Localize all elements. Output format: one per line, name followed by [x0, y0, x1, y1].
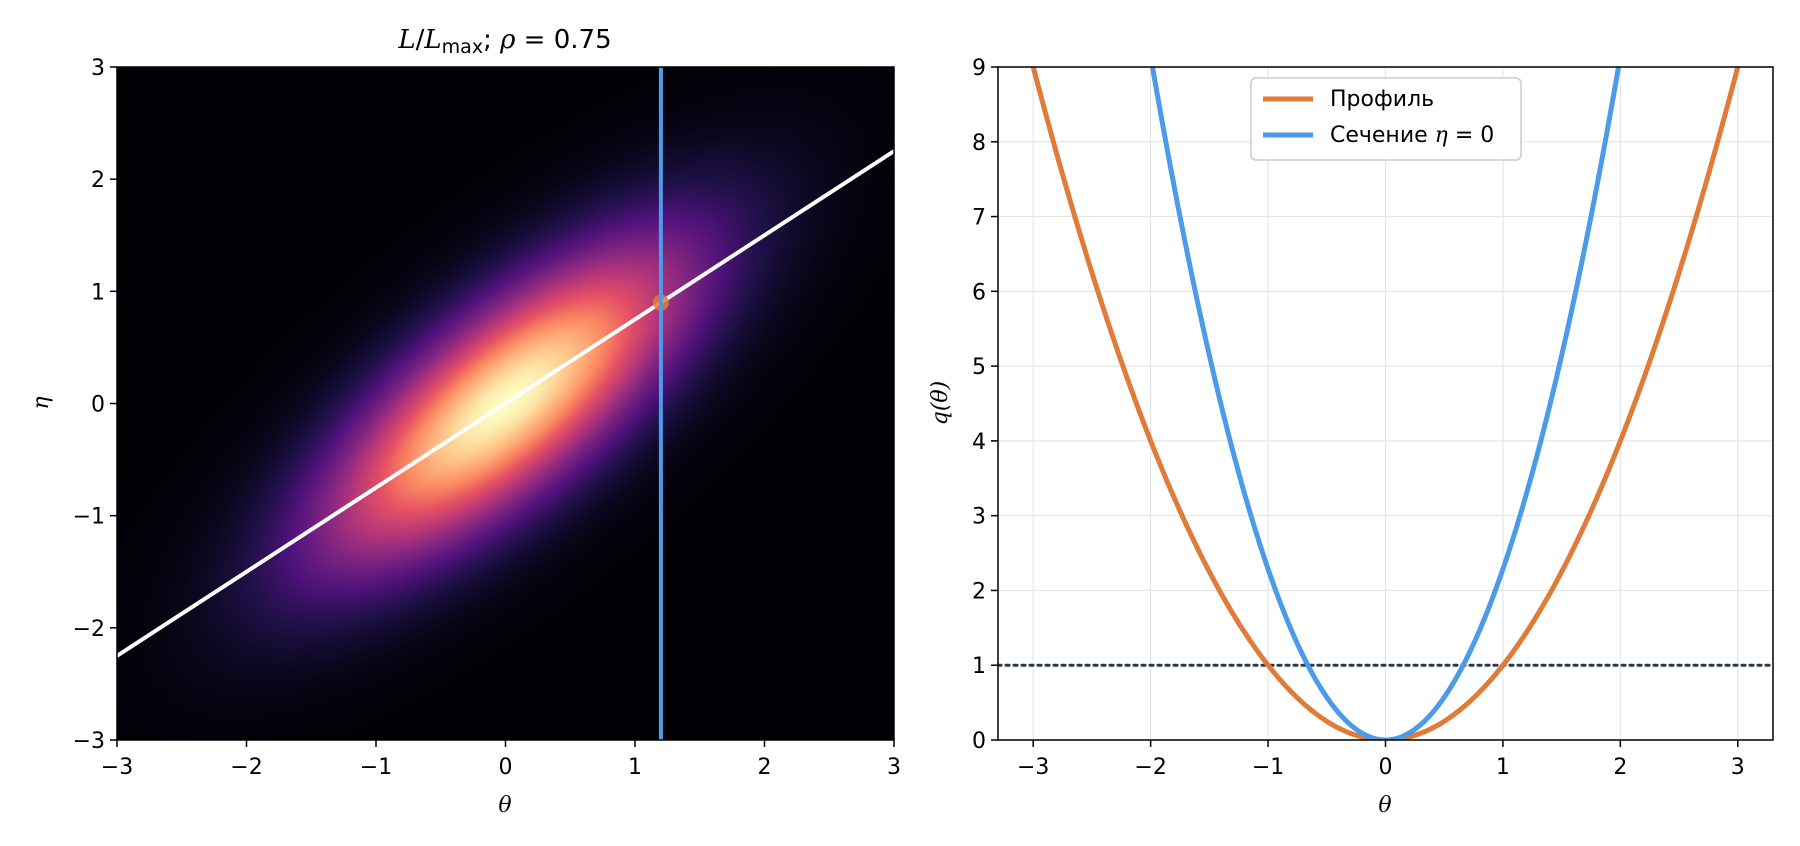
left-x-tick-label: 0 [499, 755, 513, 780]
right-y-tick-label: 9 [972, 56, 986, 81]
left-y-label: η [29, 396, 54, 409]
right-x-tick-label: 3 [1731, 755, 1745, 780]
legend: Профиль Сечение η = 0 [1250, 77, 1522, 161]
left-y-tick-label: 1 [91, 280, 105, 305]
right-y-tick-label: 2 [972, 579, 986, 604]
legend-label-profile: Профиль [1330, 87, 1434, 112]
right-y-tick-label: 8 [972, 131, 986, 156]
left-y-ticks: −3 −2 −1 0 1 2 3 [73, 56, 117, 754]
right-x-tick-label: 2 [1613, 755, 1627, 780]
left-y-tick-label: −2 [73, 617, 105, 642]
right-x-tick-label: −3 [1017, 755, 1049, 780]
left-y-tick-label: 0 [91, 393, 105, 418]
left-y-tick-label: 2 [91, 168, 105, 193]
profile-path-line [117, 149, 894, 658]
left-x-tick-label: −3 [101, 755, 133, 780]
right-y-tick-label: 5 [972, 355, 986, 380]
right-grid [998, 66, 1773, 741]
left-x-tick-label: 2 [758, 755, 772, 780]
right-x-label: θ [1378, 793, 1391, 818]
left-x-tick-label: −2 [230, 755, 262, 780]
right-x-tick-label: −2 [1134, 755, 1166, 780]
series-profile-line [1030, 67, 1741, 740]
right-y-ticks: 0 1 2 3 4 5 6 7 8 9 [972, 56, 998, 754]
right-y-tick-label: 4 [972, 430, 986, 455]
left-x-tick-label: 3 [887, 755, 901, 780]
left-y-tick-label: −3 [73, 729, 105, 754]
right-x-tick-label: 0 [1379, 755, 1393, 780]
right-y-tick-label: 1 [972, 654, 986, 679]
right-x-tick-label: −1 [1252, 755, 1284, 780]
left-x-label: θ [498, 793, 511, 818]
legend-label-slice: Сечение η = 0 [1330, 123, 1494, 148]
left-x-ticks: −3 −2 −1 0 1 2 3 [101, 740, 901, 780]
left-panel: L/Lmax; ρ = 0.75 −3 −2 −1 0 1 2 3 −3 −2 −1 0 1 2 3 θ… [29, 25, 901, 818]
right-y-tick-label: 3 [972, 505, 986, 530]
heatmap [117, 67, 894, 740]
right-panel: −3 −2 −1 0 1 2 3 0 1 2 3 4 5 6 7 8 9 θ q(θ) Профиль Сеч… [928, 56, 1774, 818]
left-y-tick-label: 3 [91, 56, 105, 81]
right-x-tick-label: 1 [1496, 755, 1510, 780]
left-x-tick-label: −1 [360, 755, 392, 780]
right-x-ticks: −3 −2 −1 0 1 2 3 [1017, 740, 1745, 780]
left-title: L/Lmax; ρ = 0.75 [397, 25, 611, 58]
left-y-tick-label: −1 [73, 505, 105, 530]
right-y-label: q(θ) [928, 381, 953, 426]
right-y-tick-label: 0 [972, 729, 986, 754]
right-y-tick-label: 7 [972, 206, 986, 231]
right-y-tick-label: 6 [972, 280, 986, 305]
legend-box [1250, 77, 1522, 161]
right-lines [998, 67, 1773, 740]
left-x-tick-label: 1 [628, 755, 642, 780]
